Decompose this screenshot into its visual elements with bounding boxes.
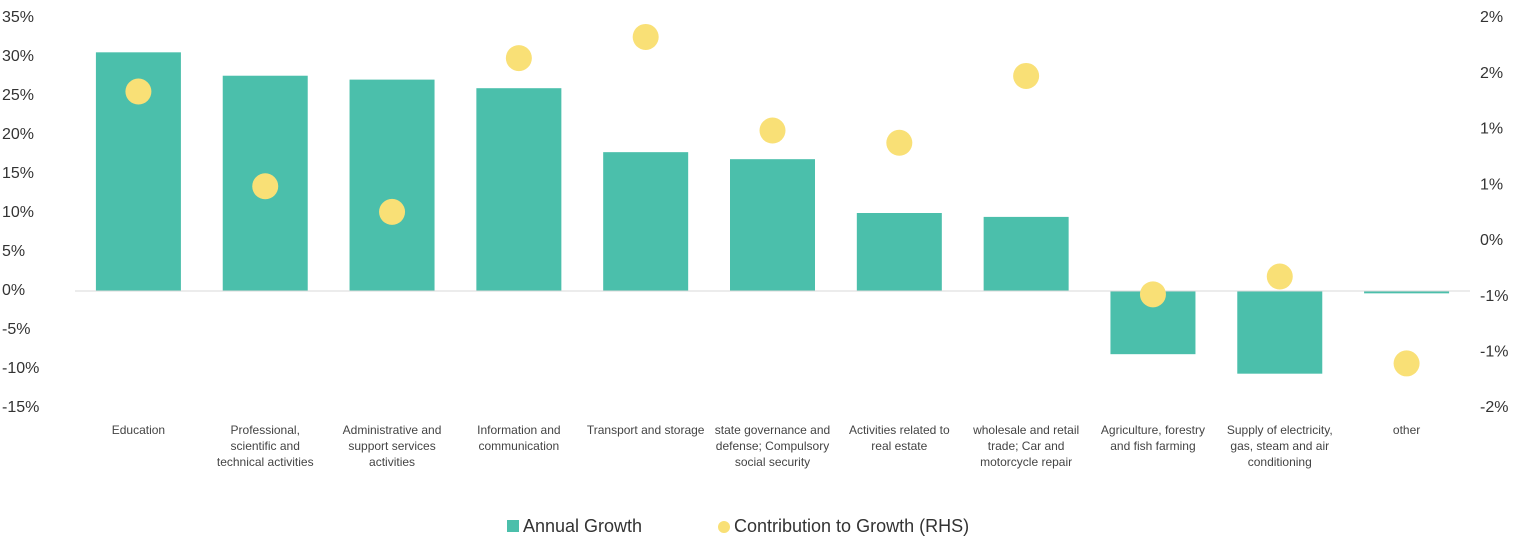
dot: [505, 45, 532, 72]
x-tick-label: Agriculture, forestry and fish farming: [1100, 423, 1205, 453]
y2-tick-label: -1%: [1480, 344, 1508, 361]
y2-tick-label: 2%: [1480, 65, 1503, 82]
legend-swatch: [718, 521, 730, 533]
bar: [856, 213, 942, 291]
x-tick-label: other: [1392, 423, 1421, 437]
x-tick-label: Supply of electricity, gas, steam and ai…: [1226, 423, 1333, 469]
x-tick-label: Administrative and support services acti…: [342, 423, 442, 469]
x-tick-label: wholesale and retail trade; Car and moto…: [973, 423, 1080, 469]
bar: [730, 159, 815, 291]
dot: [1266, 263, 1293, 290]
x-tick-label: Professional, scientific and technical a…: [216, 423, 314, 469]
dot: [379, 198, 406, 225]
y-tick-label: 35%: [2, 9, 34, 26]
x-tick-label: Information and communication: [477, 423, 561, 453]
y-tick-label: -10%: [2, 360, 39, 377]
legend-swatch: [507, 520, 519, 532]
y-tick-label: -5%: [2, 321, 30, 338]
y-tick-label: 5%: [2, 243, 25, 260]
dot: [252, 173, 279, 200]
y2-tick-label: 0%: [1480, 232, 1503, 249]
y2-tick-label: 1%: [1480, 176, 1503, 193]
dot: [125, 78, 152, 105]
y-tick-label: 25%: [2, 87, 34, 104]
y-tick-label: 0%: [2, 282, 25, 299]
bar: [603, 152, 689, 291]
dot: [1393, 350, 1420, 377]
x-tick-label: Education: [111, 423, 166, 437]
y2-tick-label: 1%: [1480, 121, 1503, 138]
y-tick-label: 10%: [2, 204, 34, 221]
bar: [1364, 291, 1450, 294]
bar: [349, 79, 435, 292]
y2-tick-label: 2%: [1480, 9, 1503, 26]
x-tick-label: Activities related to real estate: [848, 423, 950, 453]
dot: [886, 129, 913, 156]
legend-label: Contribution to Growth (RHS): [734, 516, 969, 536]
y2-tick-label: -2%: [1480, 399, 1508, 416]
dot: [1139, 281, 1166, 308]
bar: [476, 88, 562, 291]
bar: [983, 216, 1069, 291]
y-tick-label: 15%: [2, 165, 34, 182]
x-tick-label: state governance and defense; Compulsory…: [714, 423, 831, 469]
bar: [1237, 291, 1323, 374]
dot: [759, 117, 786, 144]
dot: [632, 23, 659, 50]
x-tick-label: Transport and storage: [586, 423, 705, 437]
legend-label: Annual Growth: [523, 516, 642, 536]
y-tick-label: 20%: [2, 126, 34, 143]
y-tick-label: 30%: [2, 48, 34, 65]
dot: [1013, 62, 1040, 89]
y2-tick-label: -1%: [1480, 288, 1508, 305]
y-tick-label: -15%: [2, 399, 39, 416]
